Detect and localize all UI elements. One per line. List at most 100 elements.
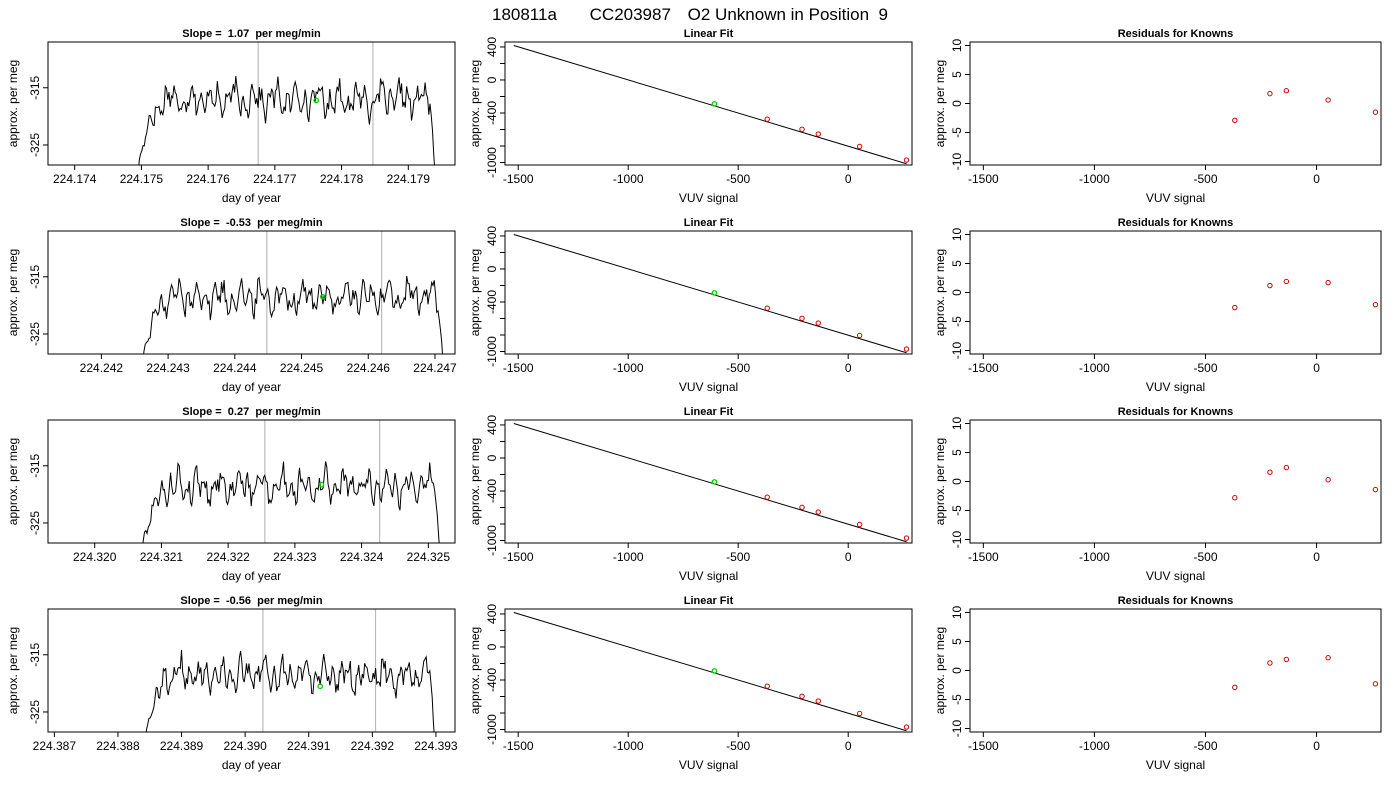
y-tick-label: 5 bbox=[950, 260, 964, 267]
x-tick-label: -1000 bbox=[613, 172, 644, 186]
x-tick-label: -1500 bbox=[503, 361, 534, 375]
residual-point bbox=[1283, 656, 1290, 663]
y-axis-label: approx. per meg bbox=[6, 438, 20, 525]
y-axis-label: approx. per meg bbox=[468, 438, 482, 525]
known-standard-point bbox=[903, 157, 910, 163]
y-tick-label: -5 bbox=[950, 694, 964, 705]
panel-title: Slope = -0.53 per meg/min bbox=[180, 217, 322, 229]
x-axis-label: VUV signal bbox=[679, 758, 738, 772]
residual-point bbox=[1283, 278, 1290, 285]
y-tick-label: 0 bbox=[485, 265, 499, 272]
x-tick-label: -500 bbox=[726, 550, 750, 564]
known-standard-point bbox=[764, 116, 770, 122]
unknown-point bbox=[711, 101, 718, 107]
row-4: Slope = -0.56 per meg/min 224.387 224.388 2… bbox=[6, 595, 1382, 772]
y-tick-label: 0 bbox=[950, 478, 964, 485]
row-1: Slope = 1.07 per meg/min 224.174 224.175 22… bbox=[6, 28, 1382, 205]
plot-frame bbox=[47, 41, 456, 166]
x-axis-label: VUV signal bbox=[1146, 380, 1205, 394]
x-tick-label: 224.325 bbox=[407, 550, 451, 564]
unknown-mean-point bbox=[317, 683, 324, 690]
x-tick-label: -500 bbox=[726, 361, 750, 375]
y-tick-label: -325 bbox=[28, 511, 42, 535]
x-tick-label: 224.243 bbox=[146, 361, 190, 375]
known-standard-point bbox=[856, 521, 863, 528]
plot-frame bbox=[969, 41, 1382, 166]
panel-title: Slope = 1.07 per meg/min bbox=[182, 28, 321, 40]
known-standard-point bbox=[815, 509, 821, 515]
x-tick-label: -500 bbox=[1193, 550, 1217, 564]
x-tick-label: -1000 bbox=[1079, 550, 1110, 564]
y-tick-label: -325 bbox=[28, 700, 42, 724]
panel-title: Residuals for Knowns bbox=[1118, 217, 1234, 229]
residual-point bbox=[1232, 304, 1238, 311]
plot-frame bbox=[47, 608, 456, 733]
known-standard-point bbox=[764, 683, 770, 689]
y-tick-label: 0 bbox=[485, 454, 499, 461]
residual-point bbox=[1372, 681, 1379, 687]
y-tick-label: -10 bbox=[950, 342, 964, 360]
signal-trace bbox=[145, 649, 435, 732]
x-tick-label: 224.174 bbox=[53, 172, 97, 186]
y-tick-label: -315 bbox=[28, 642, 42, 666]
x-tick-label: 224.388 bbox=[96, 739, 140, 753]
y-tick-label: 400 bbox=[485, 226, 499, 246]
x-tick-label: 224.391 bbox=[287, 739, 331, 753]
y-tick-label: -10 bbox=[950, 720, 964, 738]
linear-fit-panel: Linear Fit -1500 -1000 -500 0 400 0 -400 -1000 VU… bbox=[468, 28, 913, 205]
known-standard-point bbox=[903, 724, 910, 730]
panel-title: Slope = -0.56 per meg/min bbox=[180, 595, 322, 607]
panel-grid: Slope = 1.07 per meg/min 224.174 224.175 22… bbox=[6, 28, 1382, 772]
residual-point bbox=[1372, 301, 1379, 308]
timeseries-panel: Slope = 0.27 per meg/min 224.320 224.321 22… bbox=[6, 406, 456, 583]
residual-point bbox=[1372, 486, 1379, 493]
x-tick-label: 224.321 bbox=[140, 550, 184, 564]
y-tick-label: 5 bbox=[950, 638, 964, 645]
residual-point bbox=[1325, 97, 1331, 103]
x-tick-label: 224.177 bbox=[253, 172, 297, 186]
x-tick-label: 224.245 bbox=[280, 361, 324, 375]
x-tick-label: 0 bbox=[1313, 172, 1320, 186]
x-axis-label: VUV signal bbox=[679, 380, 738, 394]
x-tick-label: -1500 bbox=[503, 172, 534, 186]
y-tick-label: 10 bbox=[950, 605, 964, 619]
y-tick-label: 0 bbox=[950, 667, 964, 674]
known-standard-point bbox=[799, 504, 805, 511]
y-tick-label: -325 bbox=[28, 133, 42, 157]
known-standard-point bbox=[856, 710, 863, 717]
residual-point bbox=[1267, 660, 1273, 666]
y-tick-label: 400 bbox=[485, 415, 499, 435]
y-tick-label: 10 bbox=[950, 38, 964, 52]
residual-point bbox=[1267, 469, 1273, 475]
known-standard-point bbox=[799, 315, 805, 322]
x-tick-label: 224.387 bbox=[33, 739, 77, 753]
timeseries-panel: Slope = 1.07 per meg/min 224.174 224.175 22… bbox=[6, 28, 456, 205]
known-standard-point bbox=[799, 126, 805, 133]
x-tick-label: 224.390 bbox=[223, 739, 267, 753]
residual-point bbox=[1267, 90, 1273, 97]
y-tick-label: -1000 bbox=[485, 714, 499, 745]
y-tick-label: -400 bbox=[485, 101, 499, 125]
x-tick-label: 224.393 bbox=[414, 739, 458, 753]
unknown-mean-point bbox=[318, 481, 325, 488]
y-tick-label: 5 bbox=[950, 449, 964, 456]
residual-point bbox=[1325, 477, 1331, 483]
x-tick-label: 224.242 bbox=[80, 361, 124, 375]
x-tick-label: -1500 bbox=[503, 739, 534, 753]
signal-trace bbox=[142, 461, 440, 543]
x-tick-label: 224.323 bbox=[273, 550, 317, 564]
x-axis-label: day of year bbox=[222, 569, 281, 583]
y-tick-label: -315 bbox=[28, 75, 42, 99]
figure-title: 180811a CC203987 O2 Unknown in Position … bbox=[492, 5, 888, 24]
x-tick-label: -1000 bbox=[1079, 172, 1110, 186]
x-tick-label: -500 bbox=[1193, 361, 1217, 375]
panel-title: Residuals for Knowns bbox=[1118, 28, 1234, 40]
x-axis-label: VUV signal bbox=[1146, 569, 1205, 583]
y-tick-label: 0 bbox=[950, 289, 964, 296]
panel-title: Slope = 0.27 per meg/min bbox=[182, 406, 321, 418]
residuals-panel: Residuals for Knowns -1500 -1000 -500 0 10 5 0 -… bbox=[933, 406, 1382, 583]
signal-trace bbox=[143, 275, 443, 354]
panel-title: Linear Fit bbox=[684, 406, 734, 418]
y-tick-label: 10 bbox=[950, 416, 964, 430]
panel-title: Linear Fit bbox=[684, 217, 734, 229]
